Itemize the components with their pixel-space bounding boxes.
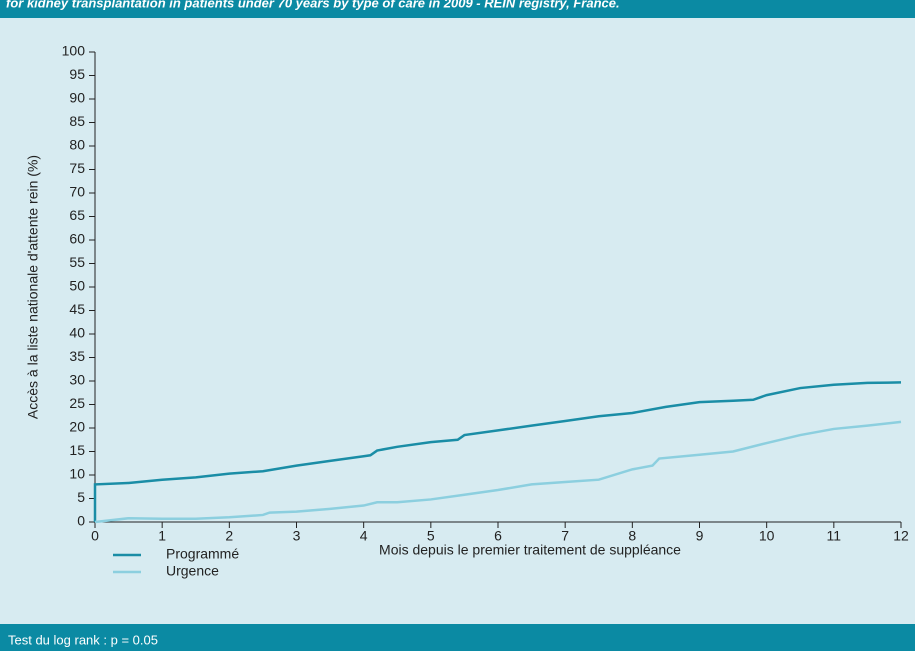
y-tick-label: 80 xyxy=(69,137,85,153)
y-tick-label: 85 xyxy=(69,113,85,129)
y-tick-label: 95 xyxy=(69,66,85,82)
x-tick-label: 6 xyxy=(494,528,502,544)
y-tick-label: 5 xyxy=(77,489,85,505)
x-tick-label: 9 xyxy=(696,528,704,544)
x-tick-label: 3 xyxy=(293,528,301,544)
series-line xyxy=(94,420,902,524)
y-tick-label: 70 xyxy=(69,184,85,200)
y-tick-label: 25 xyxy=(69,395,85,411)
y-tick-label: 75 xyxy=(69,160,85,176)
x-tick-label: 12 xyxy=(893,528,909,544)
footer-text: Test du log rank : p = 0.05 xyxy=(8,632,158,647)
y-tick-label: 60 xyxy=(69,231,85,247)
x-tick-label: 4 xyxy=(360,528,368,544)
legend-label: Urgence xyxy=(166,563,219,579)
series-line xyxy=(93,381,902,522)
y-tick-label: 65 xyxy=(69,207,85,223)
y-tick-label: 100 xyxy=(62,43,86,59)
y-tick-label: 55 xyxy=(69,254,85,270)
y-tick-label: 20 xyxy=(69,419,85,435)
y-tick-label: 90 xyxy=(69,90,85,106)
x-tick-label: 7 xyxy=(561,528,569,544)
y-tick-label: 10 xyxy=(69,466,85,482)
x-tick-label: 0 xyxy=(91,528,99,544)
x-tick-label: 10 xyxy=(759,528,775,544)
header-bar xyxy=(0,0,915,18)
legend-label: Programmé xyxy=(166,546,239,562)
y-tick-label: 40 xyxy=(69,325,85,341)
x-tick-label: 1 xyxy=(158,528,166,544)
y-axis-label: Accès à la liste nationale d'attente rei… xyxy=(25,155,41,419)
y-tick-label: 30 xyxy=(69,372,85,388)
x-tick-label: 8 xyxy=(628,528,636,544)
x-axis-label: Mois depuis le premier traitement de sup… xyxy=(379,542,681,558)
x-tick-label: 11 xyxy=(827,528,842,544)
footer-bar xyxy=(0,624,915,651)
y-tick-label: 35 xyxy=(69,348,85,364)
y-tick-label: 50 xyxy=(69,278,85,294)
y-tick-label: 15 xyxy=(69,442,85,458)
header-text: for kidney transplantation in patients u… xyxy=(6,0,620,10)
x-tick-label: 2 xyxy=(225,528,233,544)
x-tick-label: 5 xyxy=(427,528,435,544)
y-tick-label: 0 xyxy=(77,513,85,529)
y-tick-label: 45 xyxy=(69,301,85,317)
